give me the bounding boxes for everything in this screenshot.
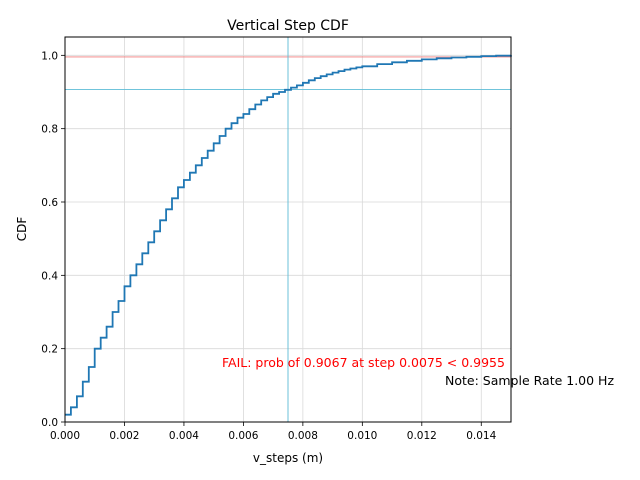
y-tick-label: 0.6 bbox=[41, 197, 58, 209]
chart-title: Vertical Step CDF bbox=[227, 18, 349, 34]
x-tick-label: 0.004 bbox=[169, 430, 199, 442]
x-tick-label: 0.002 bbox=[109, 430, 139, 442]
y-axis-ticks: 0.0 0.2 0.4 0.6 0.8 1.0 bbox=[41, 50, 65, 429]
plot-frame bbox=[64, 36, 512, 423]
cdf-series-line bbox=[65, 54, 512, 416]
y-axis-label: CDF bbox=[15, 217, 29, 242]
y-tick-label: 0.4 bbox=[41, 270, 58, 282]
y-tick-label: 0.0 bbox=[41, 417, 58, 429]
x-tick-label: 0.010 bbox=[347, 430, 377, 442]
sample-rate-note: Note: Sample Rate 1.00 Hz bbox=[445, 373, 614, 388]
fail-annotation: FAIL: prob of 0.9067 at step 0.0075 < 0.… bbox=[222, 355, 505, 370]
y-tick-label: 0.2 bbox=[41, 344, 58, 356]
y-tick-label: 0.8 bbox=[41, 124, 58, 136]
x-axis-ticks: 0.000 0.002 0.004 0.006 0.008 0.010 0.012 0.014 bbox=[50, 422, 497, 442]
x-tick-label: 0.014 bbox=[466, 430, 496, 442]
x-tick-label: 0.008 bbox=[288, 430, 318, 442]
x-tick-label: 0.012 bbox=[407, 430, 437, 442]
x-axis-label: v_steps (m) bbox=[253, 451, 323, 465]
series-layer bbox=[65, 54, 512, 416]
y-tick-label: 1.0 bbox=[41, 50, 58, 62]
x-tick-label: 0.006 bbox=[228, 430, 258, 442]
x-tick-label: 0.000 bbox=[50, 430, 80, 442]
